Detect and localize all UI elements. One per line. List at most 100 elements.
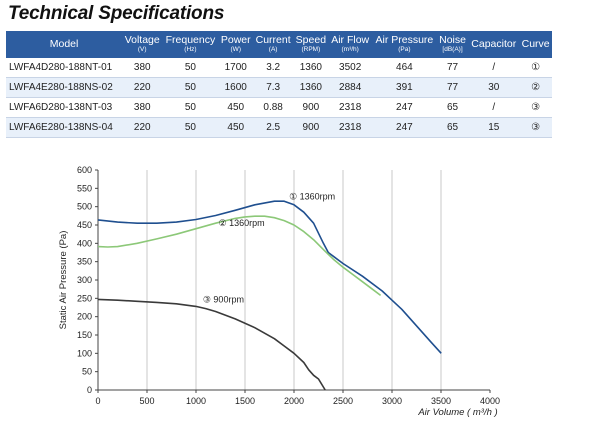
table-row: LWFA4D280-188NT-01 380 50 1700 3.2 1360 3502 46… <box>6 58 552 79</box>
y-tick-label: 550 <box>77 183 92 193</box>
x-tick-label: 500 <box>139 396 154 406</box>
table-cell: 65 <box>436 97 469 118</box>
model-cell: LWFA6E280-138NS-04 <box>6 117 123 138</box>
y-tick-label: 400 <box>77 238 92 248</box>
y-tick-label: 50 <box>82 367 92 377</box>
header-row: Model Voltage (V) Frequency (Hz) Power (W) Curr… <box>6 31 552 58</box>
series-line-3 <box>97 298 326 391</box>
x-tick-label: 0 <box>95 396 100 406</box>
table-cell: 450 <box>218 117 254 138</box>
model-cell: LWFA4D280-188NT-01 <box>6 58 123 79</box>
table-cell: 391 <box>371 77 437 99</box>
column-header-label: Speed <box>295 34 327 46</box>
table-cell: 3.2 <box>253 58 294 79</box>
table-cell: 0.88 <box>253 97 294 118</box>
curve-label: ③ 900rpm <box>203 295 244 305</box>
column-header: Model <box>6 31 123 58</box>
column-header-unit: (A) <box>268 46 278 53</box>
column-header-label: Model <box>49 38 79 50</box>
column-header: Speed (RPM) <box>293 31 329 58</box>
column-header-unit: (Pa) <box>398 46 411 53</box>
y-tick-label: 500 <box>77 202 92 212</box>
column-header-label: Air Flow <box>331 34 370 46</box>
table-cell: 50 <box>162 117 219 138</box>
table-cell: 30 <box>468 77 520 99</box>
table-cell: 900 <box>293 117 329 138</box>
table-cell: / <box>468 58 520 79</box>
table-cell: 7.3 <box>253 77 294 99</box>
y-tick-label: 200 <box>77 312 92 322</box>
table-cell: 1700 <box>218 58 254 79</box>
column-header: Air Pressure (Pa) <box>371 31 437 58</box>
table-cell: 1360 <box>293 77 329 99</box>
column-header-unit: (Hz) <box>184 46 197 53</box>
table-row: LWFA6D280-138NT-03 380 50 450 0.88 900 2318 247… <box>6 97 552 118</box>
x-tick-label: 4000 <box>480 396 500 406</box>
table-cell: 247 <box>371 97 437 118</box>
column-header-label: Curve <box>521 38 550 50</box>
table-cell: ② <box>519 77 552 99</box>
table-cell: 2318 <box>328 97 372 118</box>
table-cell: 3502 <box>328 58 372 79</box>
x-tick-label: 3000 <box>382 396 402 406</box>
table-cell: 77 <box>436 58 469 79</box>
column-header-label: Capacitor <box>471 38 517 50</box>
table-cell: 65 <box>436 117 469 138</box>
column-header-unit: (V) <box>137 46 147 53</box>
x-tick-label: 1500 <box>235 396 255 406</box>
table-cell: 464 <box>371 58 437 79</box>
column-header-unit: [dB(A)] <box>442 46 463 53</box>
y-tick-label: 0 <box>87 385 92 395</box>
column-header-label: Frequency <box>165 34 216 46</box>
table-cell: 50 <box>162 58 219 79</box>
column-header: Frequency (Hz) <box>162 31 219 58</box>
column-header: Voltage (V) <box>122 31 163 58</box>
table-cell: 380 <box>122 97 163 118</box>
series-line-1 <box>97 200 442 354</box>
column-header-label: Air Pressure <box>375 34 434 46</box>
column-header-label: Voltage <box>124 34 160 46</box>
column-header-unit: (m³/h) <box>341 46 359 53</box>
grid-layer <box>97 170 490 391</box>
column-header: Power (W) <box>218 31 254 58</box>
page-title: Technical Specifications <box>8 3 225 24</box>
y-tick-label: 450 <box>77 220 92 230</box>
column-header: Capacitor <box>468 31 520 58</box>
model-cell: LWFA6D280-138NT-03 <box>6 97 123 118</box>
column-header-label: Noise <box>439 34 466 46</box>
y-tick-label: 600 <box>77 165 92 175</box>
table-body: LWFA4D280-188NT-01 380 50 1700 3.2 1360 3502 46… <box>6 58 552 138</box>
annotation-layer: ① 1360rpm ② 1360rpm ③ 900rpm <box>203 191 335 304</box>
y-tick-label: 150 <box>77 330 92 340</box>
x-tick-label: 2000 <box>284 396 304 406</box>
y-axis-label: Static Air Pressure (Pa) <box>58 231 69 330</box>
column-header: Curve <box>519 31 552 58</box>
table-header: Model Voltage (V) Frequency (Hz) Power (W) Curr… <box>6 31 552 58</box>
table-cell: 220 <box>122 117 163 138</box>
table-cell: 15 <box>468 117 520 138</box>
column-header: Current (A) <box>253 31 294 58</box>
x-tick-label: 3500 <box>431 396 451 406</box>
column-header-label: Current <box>255 34 291 46</box>
column-header-unit: (RPM) <box>301 46 321 53</box>
column-header: Noise [dB(A)] <box>436 31 469 58</box>
y-tick-label: 100 <box>77 348 92 358</box>
table-cell: 380 <box>122 58 163 79</box>
table-cell: 1360 <box>293 58 329 79</box>
table-row: LWFA6E280-138NS-04 220 50 450 2.5 900 2318 247 6… <box>6 117 552 138</box>
table-cell: 220 <box>122 77 163 99</box>
column-header-label: Power <box>220 34 251 46</box>
specifications-table: Model Voltage (V) Frequency (Hz) Power (W) Curr… <box>6 31 552 138</box>
x-tick-label: 1000 <box>186 396 206 406</box>
table-row: LWFA4E280-188NS-02 220 50 1600 7.3 1360 2884 39… <box>6 77 552 99</box>
column-header: Air Flow (m³/h) <box>328 31 372 58</box>
table-cell: ③ <box>519 97 552 118</box>
table-cell: 2884 <box>328 77 372 99</box>
curve-label: ① 1360rpm <box>289 191 335 201</box>
model-cell: LWFA4E280-188NS-02 <box>6 77 123 99</box>
table-cell: 77 <box>436 77 469 99</box>
table-cell: 2318 <box>328 117 372 138</box>
table-cell: / <box>468 97 520 118</box>
table-cell: ① <box>519 58 552 79</box>
series-line-2 <box>97 215 382 297</box>
